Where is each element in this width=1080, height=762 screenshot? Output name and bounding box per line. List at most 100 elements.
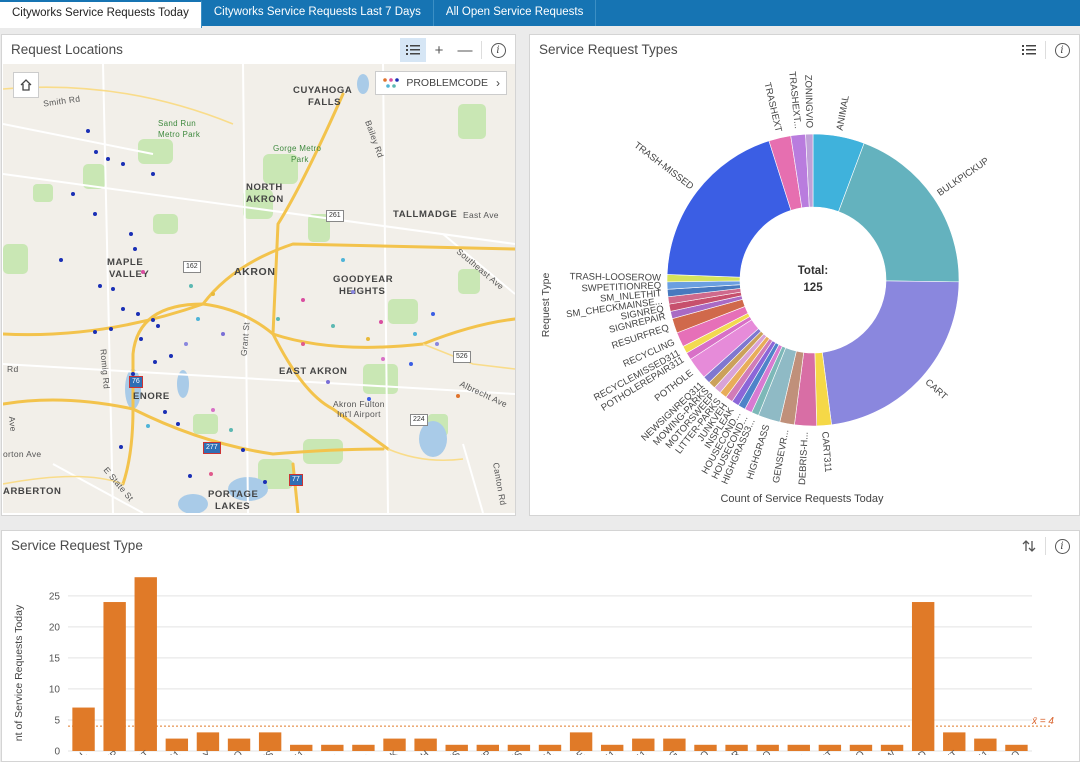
bar[interactable] (134, 577, 157, 751)
x-tick-label: 11 (976, 749, 991, 755)
bar[interactable] (880, 744, 904, 751)
x-tick-label: UP (103, 749, 121, 755)
y-tick-label: 15 (49, 653, 61, 664)
sort-button[interactable] (1016, 534, 1042, 558)
donut-slice-label: DEBRIS-H... (797, 432, 811, 486)
bar[interactable] (663, 738, 686, 751)
x-tick-label: AL (73, 749, 90, 755)
map-info-button[interactable]: i (485, 38, 511, 62)
legend-problemcode-chip[interactable]: PROBLEMCODE › (375, 71, 507, 95)
minus-icon: — (457, 41, 473, 59)
bar[interactable] (196, 732, 220, 751)
tab-last-7-days[interactable]: Cityworks Service Requests Last 7 Days (202, 0, 434, 26)
label-east-akron: EAST AKRON (279, 366, 348, 377)
donut-chart: ANIMAL BULKPICKUP CART CART311 DEBRIS-H... GE… (540, 71, 991, 505)
route-shield-526: 526 (453, 351, 471, 363)
label-lakes: LAKES (215, 501, 251, 512)
bar[interactable] (756, 744, 779, 751)
legend-list-button[interactable] (400, 38, 426, 62)
label-sand-run: Sand Run (158, 119, 196, 128)
tab-bar: Cityworks Service Requests Today Citywor… (0, 0, 1080, 28)
bar[interactable] (103, 602, 126, 751)
bar[interactable] (507, 744, 531, 751)
bar[interactable] (538, 744, 562, 751)
legend-dots-icon (383, 78, 400, 88)
bar-info-button[interactable]: i (1049, 534, 1075, 558)
tab-all-open[interactable]: All Open Service Requests (434, 0, 597, 26)
plus-icon: + (434, 41, 444, 59)
bar[interactable] (165, 738, 189, 751)
bar[interactable] (600, 744, 624, 751)
bar[interactable] (227, 738, 251, 751)
bar[interactable] (476, 744, 500, 751)
bar[interactable] (974, 738, 997, 751)
x-tick-label: XT (943, 749, 960, 755)
bar[interactable] (632, 738, 655, 751)
donut-slice-label: CART311 (819, 431, 833, 473)
label-maple: MAPLE (107, 257, 144, 268)
bar[interactable] (694, 744, 717, 751)
tab-today[interactable]: Cityworks Service Requests Today (0, 0, 202, 28)
donut-slice[interactable] (805, 133, 814, 208)
donut-slice[interactable] (666, 140, 792, 278)
donut-info-button[interactable]: i (1049, 38, 1075, 62)
bar[interactable] (787, 744, 810, 751)
bar[interactable] (352, 744, 375, 751)
zoom-out-button[interactable]: — (452, 38, 478, 62)
list-icon (1022, 45, 1036, 55)
label-metro-park: Metro Park (158, 130, 201, 139)
donut-slice-label: ZONINGVIO (802, 75, 814, 129)
x-tick-label: RQ (226, 749, 245, 755)
donut-slice[interactable] (838, 142, 960, 283)
map-panel-title: Request Locations (11, 42, 123, 57)
donut-slice-label: BULKPICKUP (935, 156, 991, 199)
home-button[interactable] (13, 72, 39, 98)
label-gorge: Gorge Metro (273, 144, 322, 153)
map-view[interactable]: CUYAHOGA FALLS NORTH AKRON TALLMADGE MAP… (3, 64, 515, 513)
bar[interactable] (72, 707, 95, 751)
bar[interactable] (943, 732, 966, 751)
label-airport-1: Akron Fulton (333, 399, 385, 409)
donut-value-axis-label: Count of Service Requests Today (720, 493, 884, 505)
bar[interactable] (414, 738, 437, 751)
bar[interactable] (383, 738, 406, 751)
label-cuyahoga: CUYAHOGA (293, 85, 353, 96)
bar[interactable] (321, 744, 344, 751)
x-tick-label: KS (445, 749, 463, 755)
label-ellenore: ENORE (133, 391, 170, 402)
x-tick-label: EQ (755, 749, 773, 755)
label-barberton: ARBERTON (3, 486, 62, 497)
bar-panel-title: Service Request Type (11, 538, 143, 553)
x-tick-label: IO (1007, 749, 1022, 755)
bar[interactable] (725, 744, 748, 751)
interstate-shield-277: 277 (203, 442, 221, 454)
sort-icon (1022, 540, 1036, 552)
mean-label: x̄ = 4 (1031, 716, 1054, 727)
donut-legend-button[interactable] (1016, 38, 1042, 62)
label-falls: FALLS (308, 97, 342, 108)
label-tallmadge: TALLMADGE (393, 209, 458, 220)
bar-toolbar: i (1016, 534, 1075, 558)
bar[interactable] (1005, 744, 1028, 751)
bar[interactable] (290, 744, 313, 751)
donut-slice-label: TRASH-MISSED (632, 140, 696, 192)
donut-slices (666, 133, 960, 427)
bar[interactable] (445, 744, 468, 751)
x-tick-label: AK (383, 749, 401, 755)
bar[interactable] (569, 732, 593, 751)
y-tick-label: 25 (49, 591, 61, 602)
bar[interactable] (258, 732, 282, 751)
donut-slice-label: ANIMAL (835, 95, 852, 132)
bar[interactable] (818, 744, 842, 751)
donut-slice[interactable] (821, 280, 960, 426)
bar[interactable] (849, 744, 873, 751)
donut-panel-title: Service Request Types (539, 42, 678, 57)
x-tick-label: EQ (849, 749, 867, 755)
donut-panel: Service Request Types i ANIMAL BULKPICKUP… (529, 34, 1080, 516)
bar[interactable] (911, 602, 935, 751)
x-tick-label: EQ (693, 749, 711, 755)
x-tick-label: ... (791, 749, 804, 755)
x-tick-label: 11 (168, 749, 183, 755)
x-tick-label: LE (571, 749, 588, 755)
zoom-in-button[interactable]: + (426, 38, 452, 62)
